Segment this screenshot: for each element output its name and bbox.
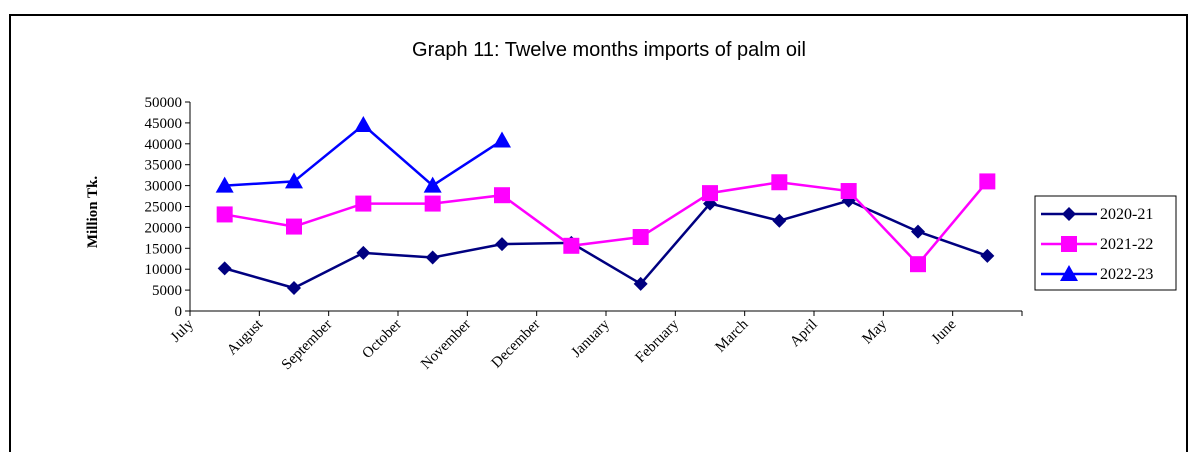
y-tick-label: 0 bbox=[175, 304, 183, 320]
data-point bbox=[911, 224, 925, 239]
data-point bbox=[287, 281, 301, 296]
chart-title: Graph 11: Twelve months imports of palm … bbox=[412, 39, 806, 61]
data-point bbox=[215, 176, 234, 193]
data-point bbox=[286, 218, 302, 235]
legend-label: 2021-22 bbox=[1100, 236, 1153, 253]
x-tick-label: July bbox=[168, 316, 197, 345]
series-layer bbox=[215, 115, 996, 296]
data-point bbox=[840, 183, 857, 200]
data-point bbox=[216, 206, 233, 223]
x-tick-label: November bbox=[418, 317, 474, 373]
x-tick-label: June bbox=[929, 316, 960, 347]
y-axis-label: Million Tk. bbox=[85, 176, 101, 248]
data-point bbox=[979, 173, 996, 190]
chart-frame bbox=[9, 14, 1188, 452]
series-line bbox=[224, 199, 988, 290]
series-line bbox=[224, 180, 989, 267]
series-2021-22 bbox=[216, 173, 996, 273]
x-tick-label: April bbox=[787, 317, 821, 351]
legend-marker bbox=[1060, 265, 1078, 281]
data-point bbox=[217, 261, 232, 276]
data-point bbox=[494, 187, 510, 204]
data-point bbox=[424, 195, 441, 212]
y-tick-label: 5000 bbox=[152, 283, 182, 299]
x-tick-label: February bbox=[633, 316, 683, 366]
y-tick-label: 30000 bbox=[145, 179, 183, 195]
legend: 2020-21 2021-22 2022-23 bbox=[1034, 195, 1177, 291]
y-axis-ticks: 0 5000 10000 15000 20000 25000 30000 35000 40000… bbox=[145, 95, 190, 320]
y-tick-label: 50000 bbox=[145, 95, 183, 111]
x-tick-label: January bbox=[569, 316, 614, 361]
y-tick-label: 35000 bbox=[145, 158, 183, 174]
data-point bbox=[563, 237, 580, 254]
data-point bbox=[632, 229, 649, 246]
y-tick-label: 10000 bbox=[145, 262, 183, 278]
data-point bbox=[423, 176, 442, 193]
legend-marker bbox=[1062, 207, 1076, 221]
data-point bbox=[425, 250, 440, 265]
data-point bbox=[702, 185, 718, 202]
y-tick-label: 40000 bbox=[145, 137, 183, 153]
y-tick-label: 15000 bbox=[145, 241, 183, 257]
data-point bbox=[772, 213, 787, 228]
data-point bbox=[910, 256, 926, 273]
legend-label: 2022-23 bbox=[1100, 266, 1153, 283]
x-tick-label: May bbox=[859, 316, 890, 347]
x-tick-label: December bbox=[489, 317, 544, 372]
x-axis-ticks: July August September October November Decemb… bbox=[168, 311, 1023, 374]
data-point bbox=[355, 195, 372, 212]
data-point bbox=[354, 115, 373, 132]
y-tick-label: 25000 bbox=[145, 200, 183, 216]
legend-label: 2020-21 bbox=[1100, 206, 1153, 223]
legend-marker bbox=[1061, 236, 1077, 252]
x-tick-label: August bbox=[224, 316, 267, 359]
data-point bbox=[493, 131, 511, 148]
data-point bbox=[285, 172, 303, 189]
y-tick-label: 45000 bbox=[145, 116, 183, 132]
x-tick-label: March bbox=[712, 316, 751, 355]
series-2022-23 bbox=[215, 115, 511, 193]
y-tick-label: 20000 bbox=[145, 220, 183, 236]
data-point bbox=[980, 248, 995, 263]
series-2020-21 bbox=[217, 193, 995, 296]
x-tick-label: September bbox=[279, 317, 336, 374]
data-point bbox=[633, 276, 648, 291]
data-point bbox=[495, 237, 509, 252]
x-tick-label: October bbox=[359, 317, 404, 362]
data-point bbox=[771, 174, 788, 191]
series-line bbox=[224, 123, 503, 188]
data-point bbox=[356, 245, 371, 260]
